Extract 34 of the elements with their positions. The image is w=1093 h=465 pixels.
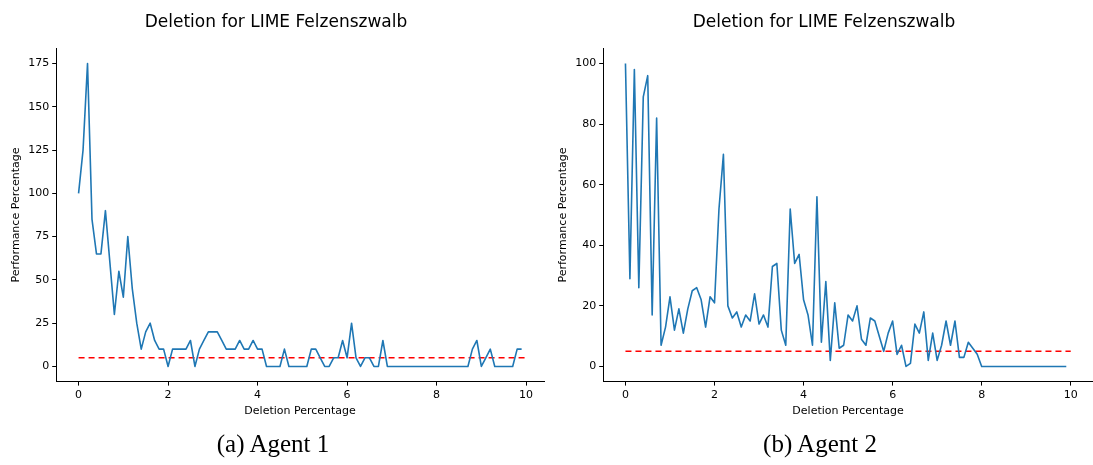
x-tick-label: 6 — [343, 388, 351, 402]
y-tick-label: 0 — [589, 359, 597, 373]
x-tick-label: 4 — [800, 388, 808, 402]
x-tick-label: 8 — [978, 388, 986, 402]
x-tick-label: 6 — [889, 388, 897, 402]
y-tick-label: 100 — [28, 186, 50, 200]
y-tick-label: 175 — [28, 56, 50, 70]
y-tick-label: 50 — [35, 272, 50, 286]
x-tick-label: 4 — [254, 388, 262, 402]
y-tick-label: 75 — [35, 229, 50, 243]
y-tick-label: 150 — [28, 99, 50, 113]
y-tick-label: 80 — [582, 116, 597, 130]
x-tick-label: 8 — [433, 388, 441, 402]
x-tick-label: 0 — [621, 388, 629, 402]
x-tick-label: 10 — [519, 388, 534, 402]
y-tick-label: 40 — [582, 238, 597, 252]
x-tick-label: 10 — [1063, 388, 1078, 402]
y-tick-label: 100 — [575, 56, 597, 70]
chart-title: Deletion for LIME Felzenszwalb — [692, 10, 956, 31]
chart-title: Deletion for LIME Felzenszwalb — [144, 10, 408, 31]
y-tick-label: 25 — [35, 316, 50, 330]
y-tick-label: 0 — [42, 359, 50, 373]
text: (b) Agent 2 — [762, 430, 878, 458]
y-tick-label: 125 — [28, 142, 50, 156]
y-tick-label: 20 — [582, 298, 597, 312]
x-axis-title: Deletion Percentage — [792, 404, 905, 418]
x-tick-label: 2 — [711, 388, 719, 402]
y-axis-title: Performance Percentage — [556, 147, 570, 283]
y-axis-title: Performance Percentage — [9, 147, 23, 283]
x-tick-label: 2 — [164, 388, 172, 402]
y-tick-label: 60 — [582, 177, 597, 191]
x-axis-title: Deletion Percentage — [244, 404, 357, 418]
x-tick-label: 0 — [75, 388, 83, 402]
text: (a) Agent 1 — [215, 430, 331, 458]
